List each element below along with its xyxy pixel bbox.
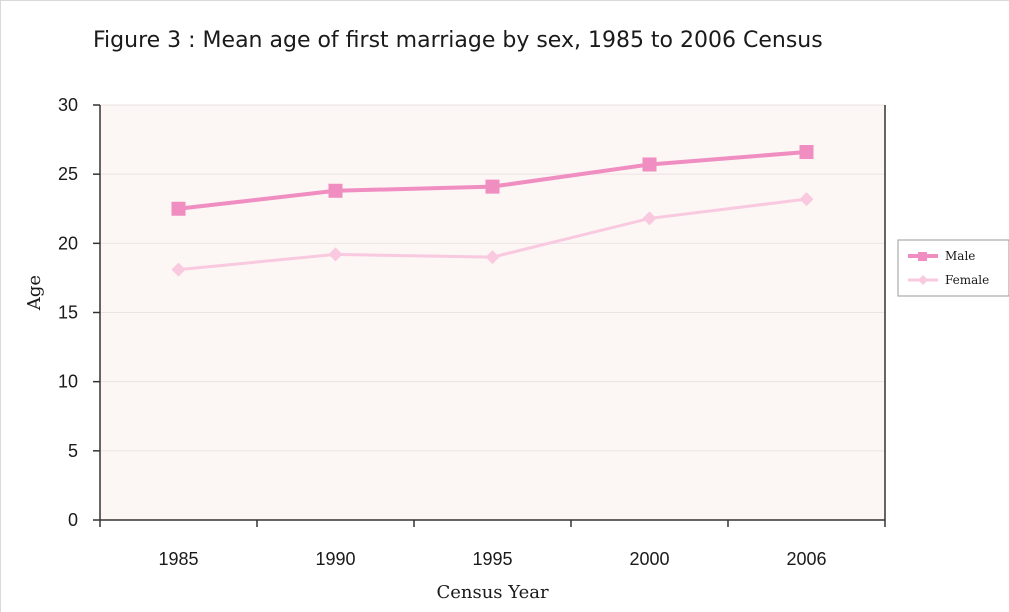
x-tick-label: 2000 bbox=[629, 549, 669, 569]
gridlines bbox=[100, 104, 885, 452]
male-point bbox=[328, 183, 343, 198]
y-tick-label: 20 bbox=[58, 233, 78, 253]
y-tick-label: 30 bbox=[58, 95, 78, 115]
legend-marker bbox=[918, 252, 927, 261]
y-tick-label: 15 bbox=[58, 303, 78, 323]
female-point bbox=[485, 250, 500, 265]
series-female bbox=[171, 192, 814, 277]
x-tick-label: 1990 bbox=[315, 549, 355, 569]
male-point bbox=[171, 201, 186, 216]
legend-label: Female bbox=[945, 273, 989, 287]
legend-item-male: Male bbox=[908, 249, 975, 263]
x-tick-label: 1995 bbox=[472, 549, 512, 569]
y-tick-label: 0 bbox=[68, 510, 78, 530]
male-point bbox=[642, 157, 657, 172]
y-axis-ticks: 0 5 10 15 20 25 30 bbox=[58, 95, 100, 530]
x-tick-label: 1985 bbox=[158, 549, 198, 569]
y-axis-title: Age bbox=[24, 275, 45, 311]
male-point bbox=[485, 179, 500, 194]
x-axis-ticks: 1985 1990 1995 2000 2006 bbox=[99, 520, 886, 569]
figure-title: Figure 3 : Mean age of first marriage by… bbox=[93, 28, 823, 53]
series-layer bbox=[171, 145, 814, 277]
female-point bbox=[799, 192, 814, 207]
legend-item-female: Female bbox=[908, 273, 989, 287]
legend: Male Female bbox=[897, 239, 1009, 297]
y-tick-label: 5 bbox=[68, 441, 78, 461]
x-tick-label: 2006 bbox=[786, 549, 826, 569]
x-axis-title: Census Year bbox=[436, 582, 549, 603]
female-point bbox=[328, 247, 343, 262]
legend-box bbox=[897, 239, 1009, 297]
male-point bbox=[799, 145, 814, 160]
legend-marker bbox=[918, 275, 928, 285]
female-point bbox=[642, 211, 657, 226]
female-point bbox=[171, 262, 186, 277]
legend-label: Male bbox=[945, 249, 975, 263]
series-male bbox=[171, 145, 814, 216]
y-tick-label: 25 bbox=[58, 164, 78, 184]
y-tick-label: 10 bbox=[58, 372, 78, 392]
